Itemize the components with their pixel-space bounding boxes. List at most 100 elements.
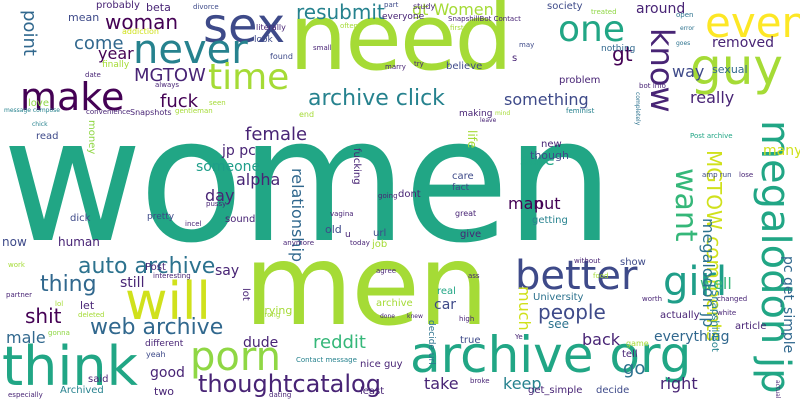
word-leave: leave [480, 117, 497, 124]
word-one: one [558, 9, 625, 50]
word-show: show [620, 257, 646, 268]
word-often: often [340, 22, 359, 30]
word-knew: knew [407, 313, 423, 320]
word-pussy: pussy [206, 200, 227, 208]
word-way: way [672, 62, 705, 81]
word-gentleman: gentleman [175, 107, 213, 115]
word-go: go [623, 358, 646, 379]
word-removed: removed [712, 35, 775, 51]
word-male: male [6, 328, 46, 347]
word-look: look [254, 35, 273, 45]
word-ye: Ye [515, 333, 523, 341]
word-article: article [735, 321, 767, 332]
word-game: game [626, 339, 649, 348]
word-great: great [455, 209, 477, 218]
word-literally: literally [256, 23, 286, 32]
word-believe: believe [446, 61, 483, 72]
word-good: good [150, 365, 185, 381]
word-archive-click: archive click [308, 86, 445, 111]
word-job: job [372, 239, 388, 250]
word-never: never [133, 27, 248, 73]
word-try: try [414, 60, 424, 68]
word-mind: mind [495, 110, 511, 117]
word-pretty: pretty [147, 212, 175, 222]
word-actually: actually [660, 310, 700, 321]
word-snapshots: Snapshots [130, 108, 172, 117]
word-life: life [465, 130, 479, 149]
word-tell: tell [622, 349, 638, 360]
word-much: much [515, 286, 534, 331]
word-fuck: fuck [160, 91, 199, 112]
word-changed: changed [717, 295, 748, 303]
word-open: open [676, 11, 694, 19]
word-gt: gt [612, 42, 633, 66]
word-lose: lose [739, 171, 754, 179]
word-say: say [215, 263, 240, 279]
word-sex: sex [203, 0, 286, 54]
word-let: let [80, 299, 95, 312]
word-sexual: sexual [712, 63, 748, 76]
word-need: need [289, 0, 513, 91]
word-lot: lot [240, 288, 251, 301]
word-someone: someone [196, 159, 261, 175]
word-treated: treated [591, 8, 617, 16]
word-dude: dude [243, 335, 279, 351]
word-university: University [533, 292, 584, 303]
word-money: money [86, 120, 97, 155]
word-reddit: reddit [313, 332, 366, 353]
word-without: without [574, 257, 601, 265]
word-shit: shit [25, 304, 62, 328]
word-real: real [437, 286, 456, 297]
word-found: found [270, 52, 293, 61]
word-nothing: nothing [601, 44, 636, 54]
word-female: female [245, 124, 308, 145]
word-read: read [36, 131, 59, 142]
word-porn: porn [190, 334, 281, 380]
word-trying: trying [260, 304, 293, 317]
word-feminist: feminist [566, 107, 595, 115]
word-want: want [668, 168, 703, 242]
word-archive-org: archive org [410, 326, 692, 384]
word-mgtow: MGTOW [134, 65, 206, 86]
word-gonna: gonna [48, 329, 70, 337]
word-addiction: addiction [122, 27, 160, 36]
word-broke: broke [470, 377, 490, 385]
word-old: old [325, 223, 342, 236]
word-new: new [541, 139, 562, 150]
word-true: true [460, 335, 481, 346]
word-always: always [155, 81, 180, 89]
word-today: today [350, 239, 370, 247]
word-two: two [154, 385, 175, 398]
word-love: love [28, 98, 49, 109]
word-will: will [125, 272, 211, 332]
word-url: url [373, 228, 387, 239]
word-date: date [85, 71, 101, 79]
word-amp-run: amp run [702, 171, 732, 179]
word-web-archive: web archive [90, 315, 224, 340]
word-probably: probably [96, 0, 140, 11]
word-convenience: convenience [86, 108, 131, 116]
word-post: Post [145, 262, 166, 273]
word-ass: ass [468, 272, 480, 280]
word-many: many [763, 143, 800, 159]
word-partner: partner [6, 291, 32, 299]
word-still: still [120, 275, 145, 291]
word-jp-pc: jp pc [222, 143, 256, 159]
word-point: point [19, 10, 40, 56]
word-car: car [434, 297, 457, 313]
word-marry: marry [385, 63, 406, 71]
word-least: least [360, 386, 385, 397]
word-mean: mean [68, 11, 100, 24]
word-man: man [508, 194, 544, 213]
word-strong: strong [258, 311, 281, 319]
word-year: year [98, 44, 134, 63]
word-give: give [460, 229, 482, 240]
word-chick: chick [32, 121, 48, 128]
word-society: society [547, 1, 583, 12]
word-women: women [2, 80, 614, 281]
word-girl: girl [663, 259, 728, 305]
word-yeah: yeah [146, 350, 166, 359]
word-deleted: deleted [78, 311, 105, 319]
word-put: put [534, 194, 561, 213]
word-worth: worth [642, 295, 663, 303]
